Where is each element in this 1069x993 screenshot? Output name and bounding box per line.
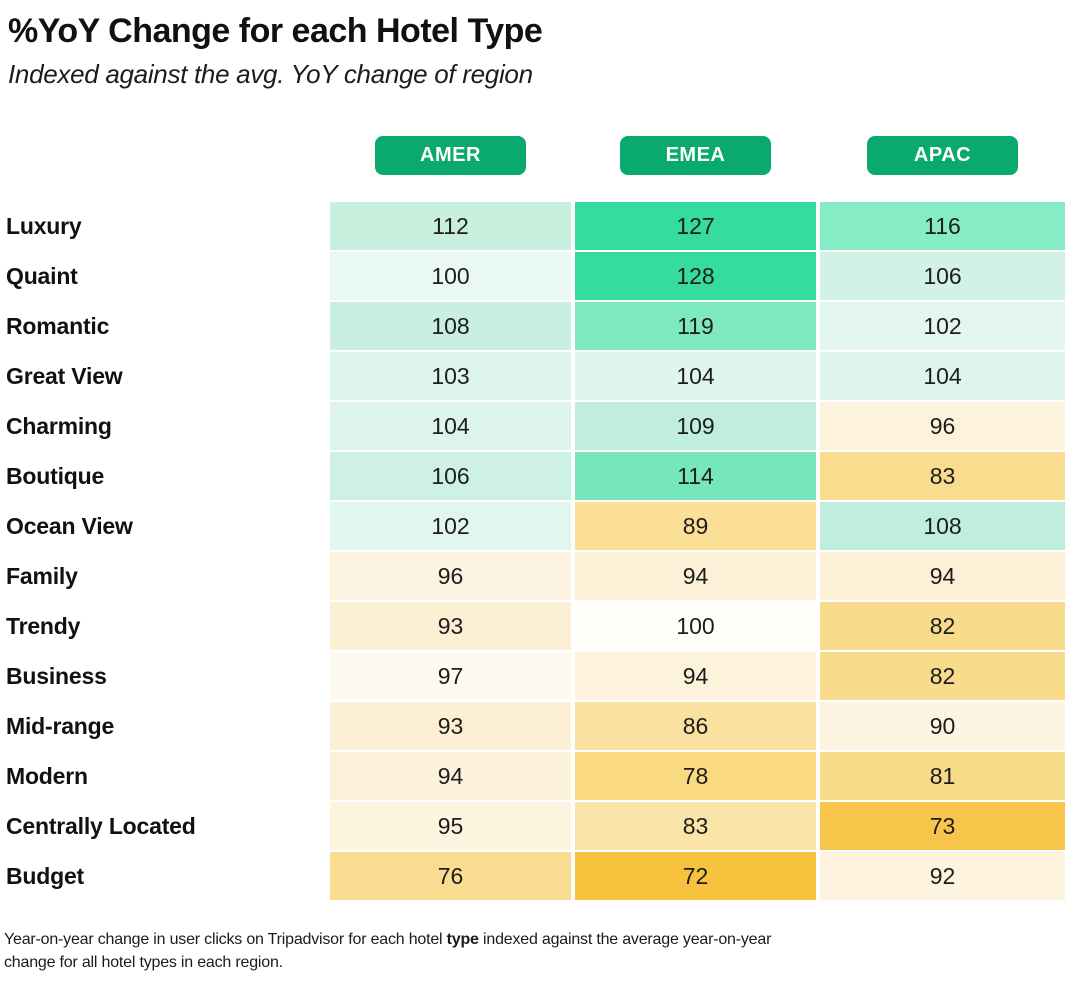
table-row: Centrally Located 95 83 73: [0, 802, 1069, 850]
footnote: Year-on-year change in user clicks on Tr…: [0, 928, 1060, 974]
heatmap-cell: 83: [820, 452, 1065, 500]
table-row: Charming 104 109 96: [0, 402, 1069, 450]
heatmap-cell: 112: [330, 202, 571, 250]
heatmap-cell: 78: [575, 752, 816, 800]
row-label: Budget: [6, 862, 85, 889]
heatmap-cell: 119: [575, 302, 816, 350]
table-row: Great View 103 104 104: [0, 352, 1069, 400]
row-label: Modern: [6, 762, 88, 789]
row-label: Romantic: [6, 312, 110, 339]
footnote-text: indexed against the average year-on-year: [478, 931, 772, 948]
heatmap-cell: 97: [330, 652, 571, 700]
row-label: Ocean View: [6, 512, 133, 539]
header-spacer: [0, 136, 326, 175]
heatmap-cell: 92: [820, 852, 1065, 900]
row-label: Trendy: [6, 612, 81, 639]
heatmap-cell: 90: [820, 702, 1065, 750]
heatmap-cell: 102: [820, 302, 1065, 350]
row-label: Charming: [6, 412, 112, 439]
heatmap-cell: 109: [575, 402, 816, 450]
heatmap-cell: 104: [330, 402, 571, 450]
heatmap-cell: 82: [820, 602, 1065, 650]
heatmap-cell: 86: [575, 702, 816, 750]
heatmap-cell: 108: [820, 502, 1065, 550]
table-row: Luxury 112 127 116: [0, 202, 1069, 250]
heatmap-cell: 100: [575, 602, 816, 650]
heatmap-cell: 103: [330, 352, 571, 400]
row-label: Family: [6, 562, 78, 589]
heatmap-cell: 106: [330, 452, 571, 500]
page-title: %YoY Change for each Hotel Type: [8, 12, 543, 50]
table-row: Quaint 100 128 106: [0, 252, 1069, 300]
heatmap-cell: 102: [330, 502, 571, 550]
footnote-bold-word: type: [446, 931, 479, 948]
column-header-emea: EMEA: [620, 136, 771, 175]
heatmap-cell: 93: [330, 702, 571, 750]
heatmap-cell: 93: [330, 602, 571, 650]
table-row: Mid-range 93 86 90: [0, 702, 1069, 750]
row-label: Centrally Located: [6, 812, 196, 839]
heatmap-cell: 73: [820, 802, 1065, 850]
heatmap-cell: 72: [575, 852, 816, 900]
heatmap-cell: 106: [820, 252, 1065, 300]
heatmap-cell: 127: [575, 202, 816, 250]
table-row: Family 96 94 94: [0, 552, 1069, 600]
heatmap-cell: 96: [820, 402, 1065, 450]
heatmap-cell: 82: [820, 652, 1065, 700]
heatmap-cell: 108: [330, 302, 571, 350]
row-label: Quaint: [6, 262, 78, 289]
row-label: Mid-range: [6, 712, 115, 739]
table-row: Modern 94 78 81: [0, 752, 1069, 800]
heatmap-cell: 114: [575, 452, 816, 500]
heatmap-cell: 83: [575, 802, 816, 850]
row-label: Great View: [6, 362, 123, 389]
table-row: Romantic 108 119 102: [0, 302, 1069, 350]
heatmap-cell: 104: [575, 352, 816, 400]
table-row: Ocean View 102 89 108: [0, 502, 1069, 550]
heatmap-cell: 94: [330, 752, 571, 800]
footnote-text: change for all hotel types in each regio…: [4, 954, 283, 971]
heatmap-cell: 94: [575, 552, 816, 600]
page-subtitle: Indexed against the avg. YoY change of r…: [8, 59, 533, 89]
heatmap-cell: 76: [330, 852, 571, 900]
heatmap-cell: 116: [820, 202, 1065, 250]
table-row: Trendy 93 100 82: [0, 602, 1069, 650]
heatmap-cell: 81: [820, 752, 1065, 800]
row-label: Business: [6, 662, 107, 689]
footnote-text: Year-on-year change in user clicks on Tr…: [4, 931, 447, 948]
row-label: Luxury: [6, 212, 82, 239]
heatmap-cell: 104: [820, 352, 1065, 400]
heatmap-table: Luxury 112 127 116 Quaint 100 128 106 Romantic 10…: [0, 202, 1069, 900]
table-row: Budget 76 72 92: [0, 852, 1069, 900]
column-header-row: AMER EMEA APAC: [0, 136, 1069, 175]
heatmap-cell: 95: [330, 802, 571, 850]
heatmap-cell: 96: [330, 552, 571, 600]
heatmap-cell: 89: [575, 502, 816, 550]
heatmap-cell: 94: [820, 552, 1065, 600]
heatmap-cell: 100: [330, 252, 571, 300]
table-row: Boutique 106 114 83: [0, 452, 1069, 500]
row-label: Boutique: [6, 462, 105, 489]
column-header-apac: APAC: [867, 136, 1018, 175]
column-header-amer: AMER: [375, 136, 526, 175]
heatmap-cell: 94: [575, 652, 816, 700]
heatmap-cell: 128: [575, 252, 816, 300]
table-row: Business 97 94 82: [0, 652, 1069, 700]
